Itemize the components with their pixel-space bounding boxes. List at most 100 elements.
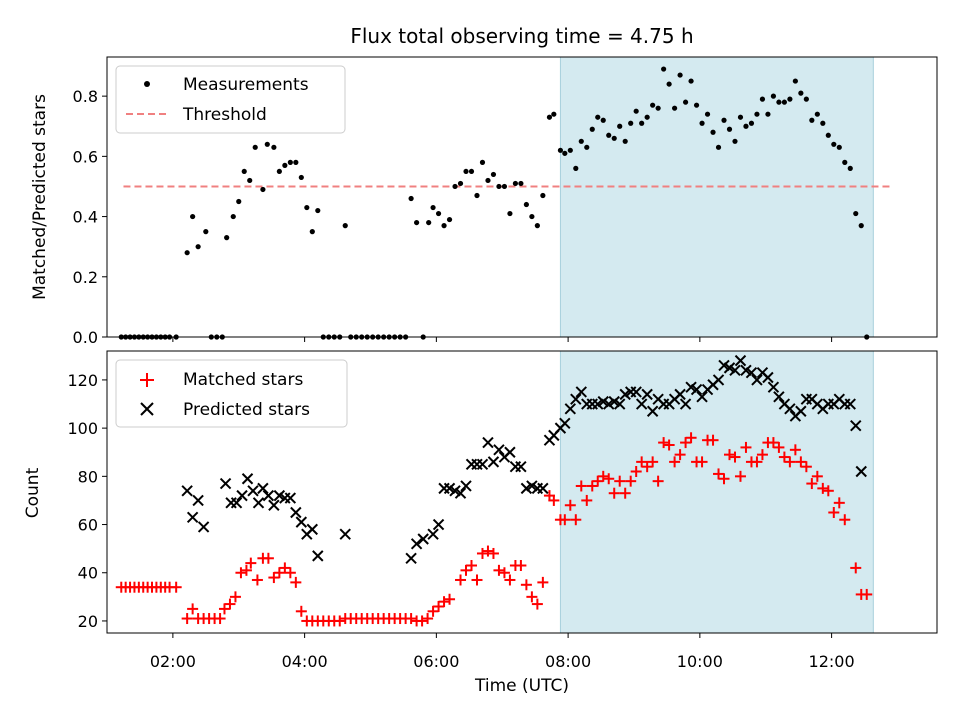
matched-star-point (767, 437, 779, 449)
measurement-point (628, 120, 634, 126)
predicted-star-point (476, 458, 489, 470)
matched-star-point (290, 576, 302, 588)
bottom-panel: 02:00 04:00 06:00 08:00 10:00 12:00 20 40 60 80 1… (23, 350, 938, 696)
measurement-point (496, 183, 502, 190)
top-y-tick-label: 0.0 (73, 328, 98, 347)
top-plot-frame (106, 56, 938, 338)
measurement-point (414, 219, 420, 226)
matched-star-point (224, 598, 236, 610)
measurement-point (633, 108, 639, 114)
legend-measurements-label: Measurements (183, 75, 309, 95)
measurement-point (622, 138, 628, 144)
measurement-point (595, 114, 601, 120)
measurement-point (842, 159, 848, 165)
predicted-star-point (241, 473, 254, 485)
measurement-point (836, 144, 842, 150)
matched-star-point (729, 451, 741, 463)
measurement-point (732, 138, 738, 144)
predicted-star-point (729, 364, 741, 376)
matched-star-point (433, 600, 445, 612)
predicted-star-point (712, 374, 725, 386)
legend-measurements-marker (144, 81, 150, 87)
measurement-point (611, 135, 617, 141)
matched-star-point (218, 603, 230, 615)
matched-star-point (833, 497, 845, 509)
top-observing-window (559, 56, 874, 338)
matched-star-point (460, 564, 472, 576)
measurement-point (540, 192, 546, 199)
bottom-legend: Matched stars Predicted stars (115, 359, 348, 428)
matched-star-point (707, 434, 719, 446)
top-y-tick-label: 0.8 (73, 87, 98, 106)
matched-star-point (806, 478, 818, 490)
matched-star-point (647, 456, 659, 468)
matched-star-point (850, 562, 862, 574)
top-y-tick-label: 0.4 (73, 208, 98, 227)
predicted-star-point (734, 354, 747, 367)
measurement-point (858, 223, 864, 229)
matched-star-point (652, 475, 664, 487)
predicted-star-point (515, 460, 527, 473)
predicted-star-point (230, 497, 243, 509)
measurement-point (644, 114, 650, 120)
matched-star-point (789, 444, 801, 456)
measurement-point (776, 99, 782, 105)
x-tick-label: 06:00 (413, 652, 459, 671)
predicted-star-point (290, 506, 302, 519)
predicted-star-point (219, 477, 232, 490)
x-tick-label: 02:00 (150, 652, 196, 671)
measurement-point (770, 93, 777, 99)
measurement-point (463, 168, 469, 175)
predicted-star-point (614, 398, 626, 410)
matched-star-point (262, 552, 274, 564)
matched-star-point (279, 562, 291, 574)
predicted-star-point (641, 388, 653, 401)
measurement-point (342, 223, 348, 229)
matched-star-point (581, 494, 593, 506)
matched-star-point (482, 545, 494, 557)
matched-star-point (465, 560, 477, 572)
measurement-point (710, 129, 716, 135)
matched-star-point (641, 461, 653, 473)
matched-star-point (187, 603, 199, 615)
predicted-star-point (410, 538, 423, 550)
matched-star-point (724, 449, 735, 461)
measurement-point (726, 126, 733, 132)
x-tick-label: 04:00 (282, 652, 328, 671)
predicted-star-point (745, 366, 758, 379)
measurement-point (677, 72, 683, 78)
matched-star-point (751, 456, 763, 468)
measurement-point (688, 78, 694, 84)
matched-star-point (181, 613, 193, 625)
measurement-point (814, 111, 820, 117)
measurement-point (672, 105, 678, 111)
matched-star-point (817, 482, 829, 494)
bottom-y-tick-label: 120 (67, 371, 98, 390)
predicted-star-point (767, 381, 780, 393)
measurement-point (184, 250, 190, 256)
measurement-point (693, 102, 700, 108)
matched-star-point (268, 572, 280, 584)
measurement-point (546, 114, 553, 120)
matched-star-point (674, 449, 686, 461)
measurement-point (408, 195, 414, 202)
matched-star-point (170, 581, 182, 593)
measurement-point (304, 204, 310, 211)
predicted-star-point (690, 383, 703, 396)
measurement-point (600, 117, 606, 123)
measurement-point (293, 159, 299, 165)
matched-star-point (861, 588, 873, 600)
predicted-star-point (784, 403, 796, 415)
matched-star-point (427, 605, 439, 617)
measurement-point (639, 120, 645, 126)
matched-star-point (669, 456, 681, 468)
measurement-point (247, 177, 253, 184)
measurement-point (699, 120, 705, 126)
measurement-point (260, 186, 266, 193)
measurement-point (666, 81, 672, 87)
matched-star-point (444, 593, 456, 605)
matched-star-point (245, 557, 257, 569)
predicted-star-point (405, 552, 417, 564)
top-panel: 0.00.20.40.60.8 Matched/Predicted stars … (30, 56, 938, 347)
